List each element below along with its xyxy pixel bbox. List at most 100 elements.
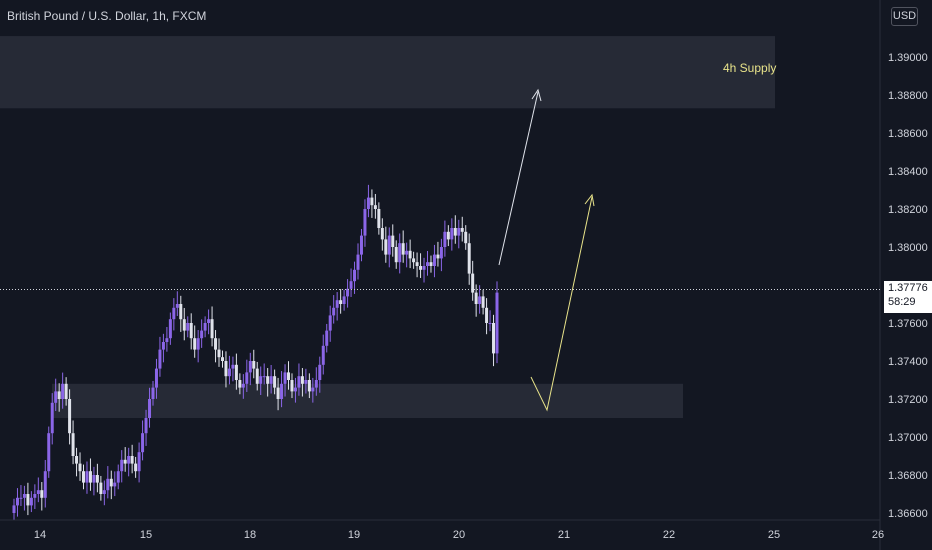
candle-body: [172, 307, 176, 320]
candle-body: [15, 497, 19, 506]
candle-body: [332, 307, 336, 316]
candle-body: [88, 471, 92, 483]
chart-title: British Pound / U.S. Dollar, 1h, FXCM: [7, 9, 207, 23]
candle-body: [85, 471, 89, 483]
candle-body: [57, 391, 61, 399]
currency-button[interactable]: USD: [891, 7, 918, 26]
candle-body: [446, 231, 450, 240]
candle-body: [276, 387, 280, 399]
y-tick-label: 1.37600: [888, 318, 928, 330]
candle-body: [189, 323, 193, 339]
candle-body: [488, 323, 492, 324]
candle-body: [151, 387, 155, 399]
candle-body: [99, 482, 103, 494]
candle-body: [214, 338, 218, 350]
supply-zone: [0, 36, 775, 109]
white-arrow-head: [531, 88, 542, 102]
candle-body: [47, 433, 51, 472]
candle-body: [123, 459, 127, 464]
y-tick-label: 1.38800: [888, 90, 928, 102]
candle-body: [234, 364, 238, 380]
candle-body: [293, 387, 297, 392]
candle-body: [394, 247, 398, 263]
candle-body: [19, 497, 23, 499]
x-tick-label: 22: [663, 529, 675, 541]
candle-body: [154, 368, 158, 388]
y-tick-label: 1.37400: [888, 356, 928, 368]
candle-body: [349, 281, 353, 289]
candle-body: [405, 250, 409, 255]
yellow-arrow-head: [584, 193, 595, 207]
candle-body: [471, 273, 475, 293]
candle-body: [283, 372, 287, 384]
candle-body: [33, 494, 37, 498]
candle-body: [353, 269, 357, 282]
candle-body: [314, 380, 318, 388]
candle-body: [426, 262, 430, 266]
candle-body: [415, 262, 419, 266]
countdown-timer: 58:29: [888, 296, 916, 308]
candle-body: [238, 380, 242, 388]
candle-body: [363, 209, 367, 236]
candle-body: [335, 300, 339, 308]
candle-body: [478, 296, 482, 304]
candle-body: [356, 254, 360, 270]
yellow-projection-arrow: [530, 196, 593, 412]
supply-zone-label: 4h Supply: [723, 61, 777, 75]
demand-zone: [52, 383, 683, 418]
candle-body: [384, 239, 388, 255]
candle-body: [436, 254, 440, 259]
candle-body: [443, 231, 447, 247]
candle-body: [210, 319, 214, 339]
candle-body: [227, 368, 231, 377]
candle-body: [106, 478, 110, 491]
candle-body: [75, 456, 79, 464]
candle-body: [231, 364, 235, 369]
y-tick-label: 1.37200: [888, 394, 928, 406]
y-tick-label: 1.38600: [888, 128, 928, 140]
candle-body: [259, 376, 263, 384]
candle-body: [380, 228, 384, 240]
candle-body: [290, 380, 294, 392]
candle-body: [68, 399, 72, 434]
candle-body: [328, 315, 332, 331]
candle-body: [408, 250, 412, 259]
candle-body: [95, 475, 99, 483]
candle-body: [203, 323, 207, 331]
current-price-value: 1.37776: [888, 282, 928, 294]
x-tick-label: 15: [140, 529, 152, 541]
candle-body: [450, 228, 454, 240]
candle-body: [359, 235, 363, 255]
candle-body: [419, 266, 423, 270]
candle-body: [481, 296, 485, 308]
candle-body: [224, 361, 228, 377]
candle-body: [307, 380, 311, 392]
candle-body: [61, 383, 65, 399]
candle-body: [325, 330, 329, 346]
candle-body: [92, 475, 96, 483]
current-price-badge: 1.37776 58:29: [884, 281, 932, 313]
candle-body: [370, 197, 374, 206]
candle-body: [412, 258, 416, 263]
candle-body: [464, 231, 468, 244]
candle-body: [439, 247, 443, 259]
candle-body: [269, 376, 273, 384]
x-tick-label: 25: [768, 529, 780, 541]
candle-body: [311, 387, 315, 392]
candle-body: [245, 372, 249, 384]
candle-body: [346, 288, 350, 297]
candle-body: [144, 418, 148, 434]
candle-body: [255, 368, 259, 384]
candle-body: [297, 376, 301, 388]
candle-body: [432, 254, 436, 266]
candle-body: [391, 235, 395, 247]
candle-body: [12, 505, 16, 513]
candle-body: [453, 228, 457, 236]
candle-body: [339, 300, 343, 304]
x-tick-label: 21: [558, 529, 570, 541]
candle-body: [161, 342, 165, 350]
candle-body: [241, 383, 245, 388]
candle-body: [252, 361, 256, 369]
candle-body: [130, 456, 134, 464]
